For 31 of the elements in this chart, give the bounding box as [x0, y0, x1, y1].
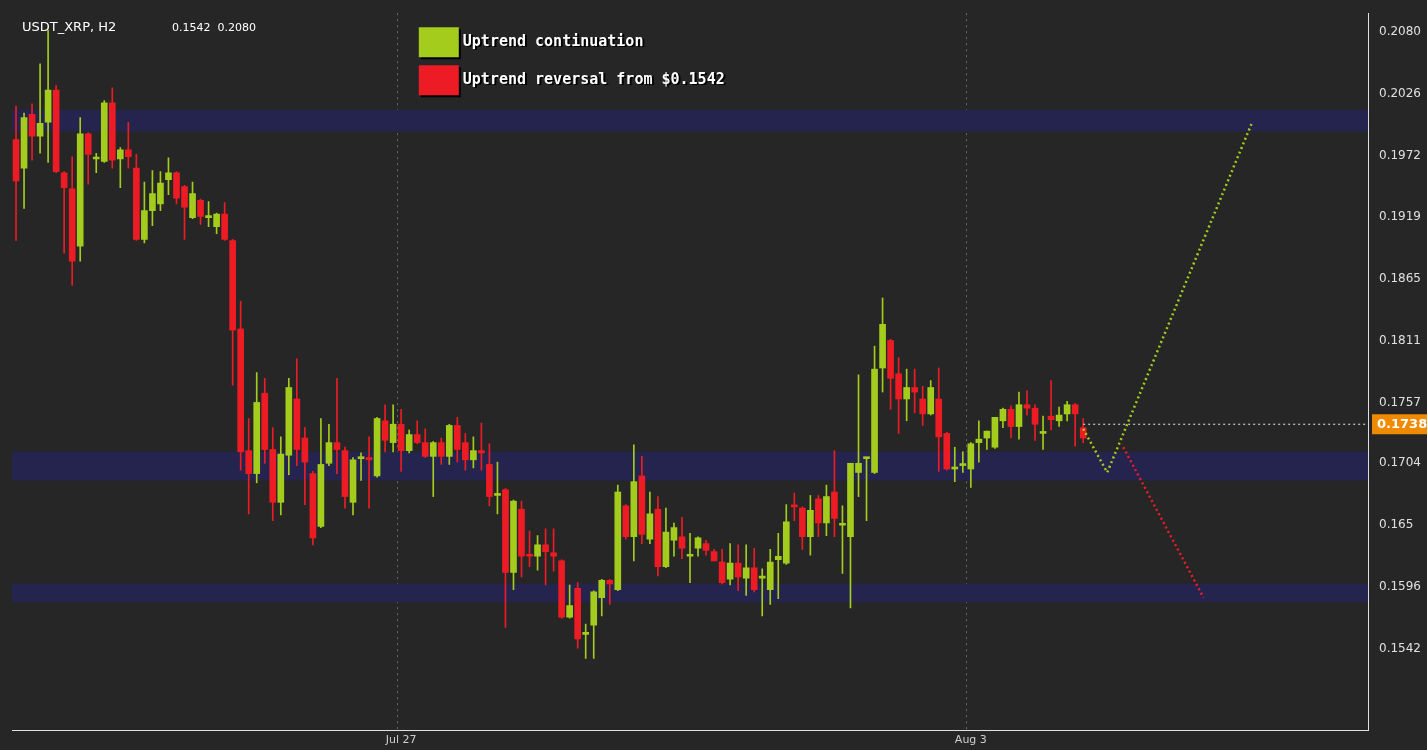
- candlestick: [357, 452, 365, 481]
- y-tick-label: 0.2026: [1379, 85, 1422, 100]
- y-tick-label: 0.1919: [1379, 208, 1422, 223]
- y-tick-label: 0.1811: [1379, 332, 1422, 347]
- candlestick: [686, 532, 694, 584]
- x-tick-label: Aug 3: [954, 733, 987, 747]
- x-tick-label: Jul 27: [384, 733, 417, 747]
- candlestick: [742, 544, 750, 596]
- candlestick: [606, 578, 614, 605]
- candlestick: [911, 368, 918, 414]
- candlestick: [959, 451, 967, 473]
- candlestick: [60, 171, 68, 254]
- legend-label: Uptrend continuation: [464, 33, 646, 52]
- y-tick-label: 0.1757: [1379, 394, 1422, 409]
- y-tick-label: 0.2080: [1379, 23, 1422, 38]
- text: 0.1542 0.2080: [172, 21, 256, 35]
- y-tick-label: 0.1704: [1379, 455, 1422, 470]
- text: USDT_XRP, H2: [22, 19, 117, 35]
- candlestick: [116, 147, 124, 189]
- y-tick-label: 0.1865: [1379, 270, 1422, 285]
- candlestick: [582, 623, 590, 659]
- y-tick-label: 0.1542: [1379, 641, 1422, 656]
- y-tick-label: 0.1972: [1379, 147, 1422, 162]
- y-tick-label: 0.165: [1379, 517, 1414, 532]
- candlestick: [1071, 403, 1079, 447]
- candlestick: [333, 377, 341, 474]
- y-tick-label: 0.1596: [1379, 579, 1422, 594]
- legend-label: Uptrend reversal from $0.1542: [464, 71, 727, 90]
- ref-line-label: 0.1738: [1377, 415, 1427, 431]
- candlestick: [1039, 415, 1047, 450]
- candlestick: [365, 436, 373, 509]
